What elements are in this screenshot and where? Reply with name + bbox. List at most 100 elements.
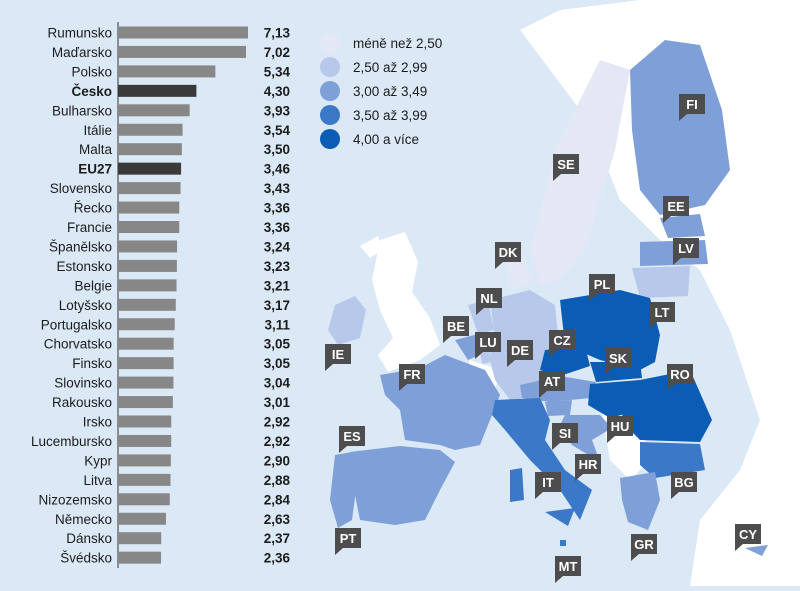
bar-value-label: 5,34 xyxy=(264,64,291,79)
bar-category-label: Dánsko xyxy=(66,531,112,546)
country-ro xyxy=(620,370,712,442)
country-code-label: PL xyxy=(594,277,611,292)
bar-category-label: Česko xyxy=(71,84,112,99)
country-tag-dk: DK xyxy=(495,242,521,269)
country-tag-box xyxy=(575,454,601,481)
country-code-label: SI xyxy=(559,426,571,441)
country-tag-hu: HU xyxy=(607,416,633,443)
country-code-label: PT xyxy=(340,531,357,546)
country-code-label: SK xyxy=(609,351,628,366)
bar xyxy=(118,337,174,350)
legend-label: 3,00 až 3,49 xyxy=(353,84,427,99)
bar-value-label: 3,46 xyxy=(264,162,291,177)
country-tag-at: AT xyxy=(539,371,565,398)
bar xyxy=(118,512,166,525)
country-tag-ro: RO xyxy=(667,364,693,391)
bar xyxy=(118,493,170,506)
bar-category-label: Rumunsko xyxy=(47,26,112,41)
bar-category-label: Lotyšsko xyxy=(59,298,112,313)
bar xyxy=(118,357,174,370)
legend-swatch xyxy=(320,33,340,53)
bar xyxy=(118,473,171,486)
bar xyxy=(118,434,172,447)
bar xyxy=(118,143,182,156)
country-tag-de: DE xyxy=(507,340,533,367)
country-code-label: ES xyxy=(343,429,361,444)
country-tag-box xyxy=(475,332,501,359)
country-cy xyxy=(745,545,768,556)
country-code-label: NL xyxy=(480,291,497,306)
country-tag-box xyxy=(735,524,761,551)
bar-value-label: 3,23 xyxy=(264,259,291,274)
bar xyxy=(118,123,183,136)
country-tag-es: ES xyxy=(339,426,365,453)
bar-value-label: 2,92 xyxy=(264,434,290,449)
country-tag-box xyxy=(339,426,365,453)
country-tag-box xyxy=(549,330,575,357)
bar-category-label: Malta xyxy=(79,142,113,157)
country-tag-box xyxy=(507,340,533,367)
bar-category-label: Belgie xyxy=(74,278,112,293)
country-code-label: MT xyxy=(559,559,578,574)
bar xyxy=(118,182,181,195)
bar-category-label: EU27 xyxy=(78,162,112,177)
legend-swatch xyxy=(320,105,340,125)
bar-value-label: 3,05 xyxy=(264,337,291,352)
country-tag-it: IT xyxy=(535,472,561,499)
bar xyxy=(118,26,248,39)
bar-category-label: Řecko xyxy=(74,201,112,216)
country-code-label: LV xyxy=(678,241,694,256)
legend-label: méně než 2,50 xyxy=(353,36,442,51)
country-tag-se: SE xyxy=(553,154,579,181)
country-lu xyxy=(480,350,492,364)
legend-swatch xyxy=(320,129,340,149)
bar-category-label: Litva xyxy=(83,473,112,488)
bar-value-label: 3,43 xyxy=(264,181,291,196)
bar xyxy=(118,318,175,331)
country-code-label: LT xyxy=(655,305,670,320)
country-tag-ee: EE xyxy=(663,196,689,223)
bar-category-label: Francie xyxy=(67,220,112,235)
bar-category-label: Portugalsko xyxy=(41,317,112,332)
country-tag-box xyxy=(535,472,561,499)
country-tag-box xyxy=(667,364,693,391)
bar-category-label: Bulharsko xyxy=(52,103,112,118)
bar-category-label: Lucembursko xyxy=(31,434,112,449)
country-tag-box xyxy=(552,423,578,450)
bar-category-label: Maďarsko xyxy=(52,45,112,60)
uk-land xyxy=(372,232,440,372)
bar-value-label: 2,84 xyxy=(264,492,291,507)
country-pt xyxy=(330,452,356,528)
country-tag-be: BE xyxy=(443,316,469,343)
country-tag-box xyxy=(399,364,425,391)
country-code-label: BE xyxy=(447,319,465,334)
bar-value-label: 4,30 xyxy=(264,84,290,99)
bar xyxy=(118,279,177,292)
bar xyxy=(118,221,180,233)
bar-chart: Rumunsko 7,13 Maďarsko 7,02 Polsko 5,34 Česko 4… xyxy=(31,22,291,568)
country-mt xyxy=(560,540,566,546)
country-code-label: HU xyxy=(611,419,630,434)
legend-swatch xyxy=(320,81,340,101)
bar xyxy=(118,415,172,428)
country-tag-nl: NL xyxy=(476,288,502,315)
bar-value-label: 7,02 xyxy=(264,45,290,60)
country-tag-box xyxy=(649,302,675,329)
bar-category-label: Německo xyxy=(55,512,112,527)
bar-value-label: 2,36 xyxy=(264,551,291,566)
country-es xyxy=(350,446,455,525)
country-code-label: IT xyxy=(542,475,554,490)
country-ee xyxy=(660,214,705,238)
country-se xyxy=(530,60,630,285)
country-code-label: HR xyxy=(579,457,598,472)
bar-value-label: 2,63 xyxy=(264,512,291,527)
bar-value-label: 3,17 xyxy=(264,298,290,313)
bar-value-label: 7,13 xyxy=(264,26,291,41)
bar xyxy=(118,240,178,253)
country-tag-pl: PL xyxy=(589,274,615,301)
bar xyxy=(118,65,216,78)
country-fi xyxy=(630,40,730,215)
legend-label: 3,50 až 3,99 xyxy=(353,108,427,123)
europe-map: FI SE EE LV DK LT PL NL IE BE LU DE CZ SK FR AT RO HU ES SI… xyxy=(325,0,800,586)
